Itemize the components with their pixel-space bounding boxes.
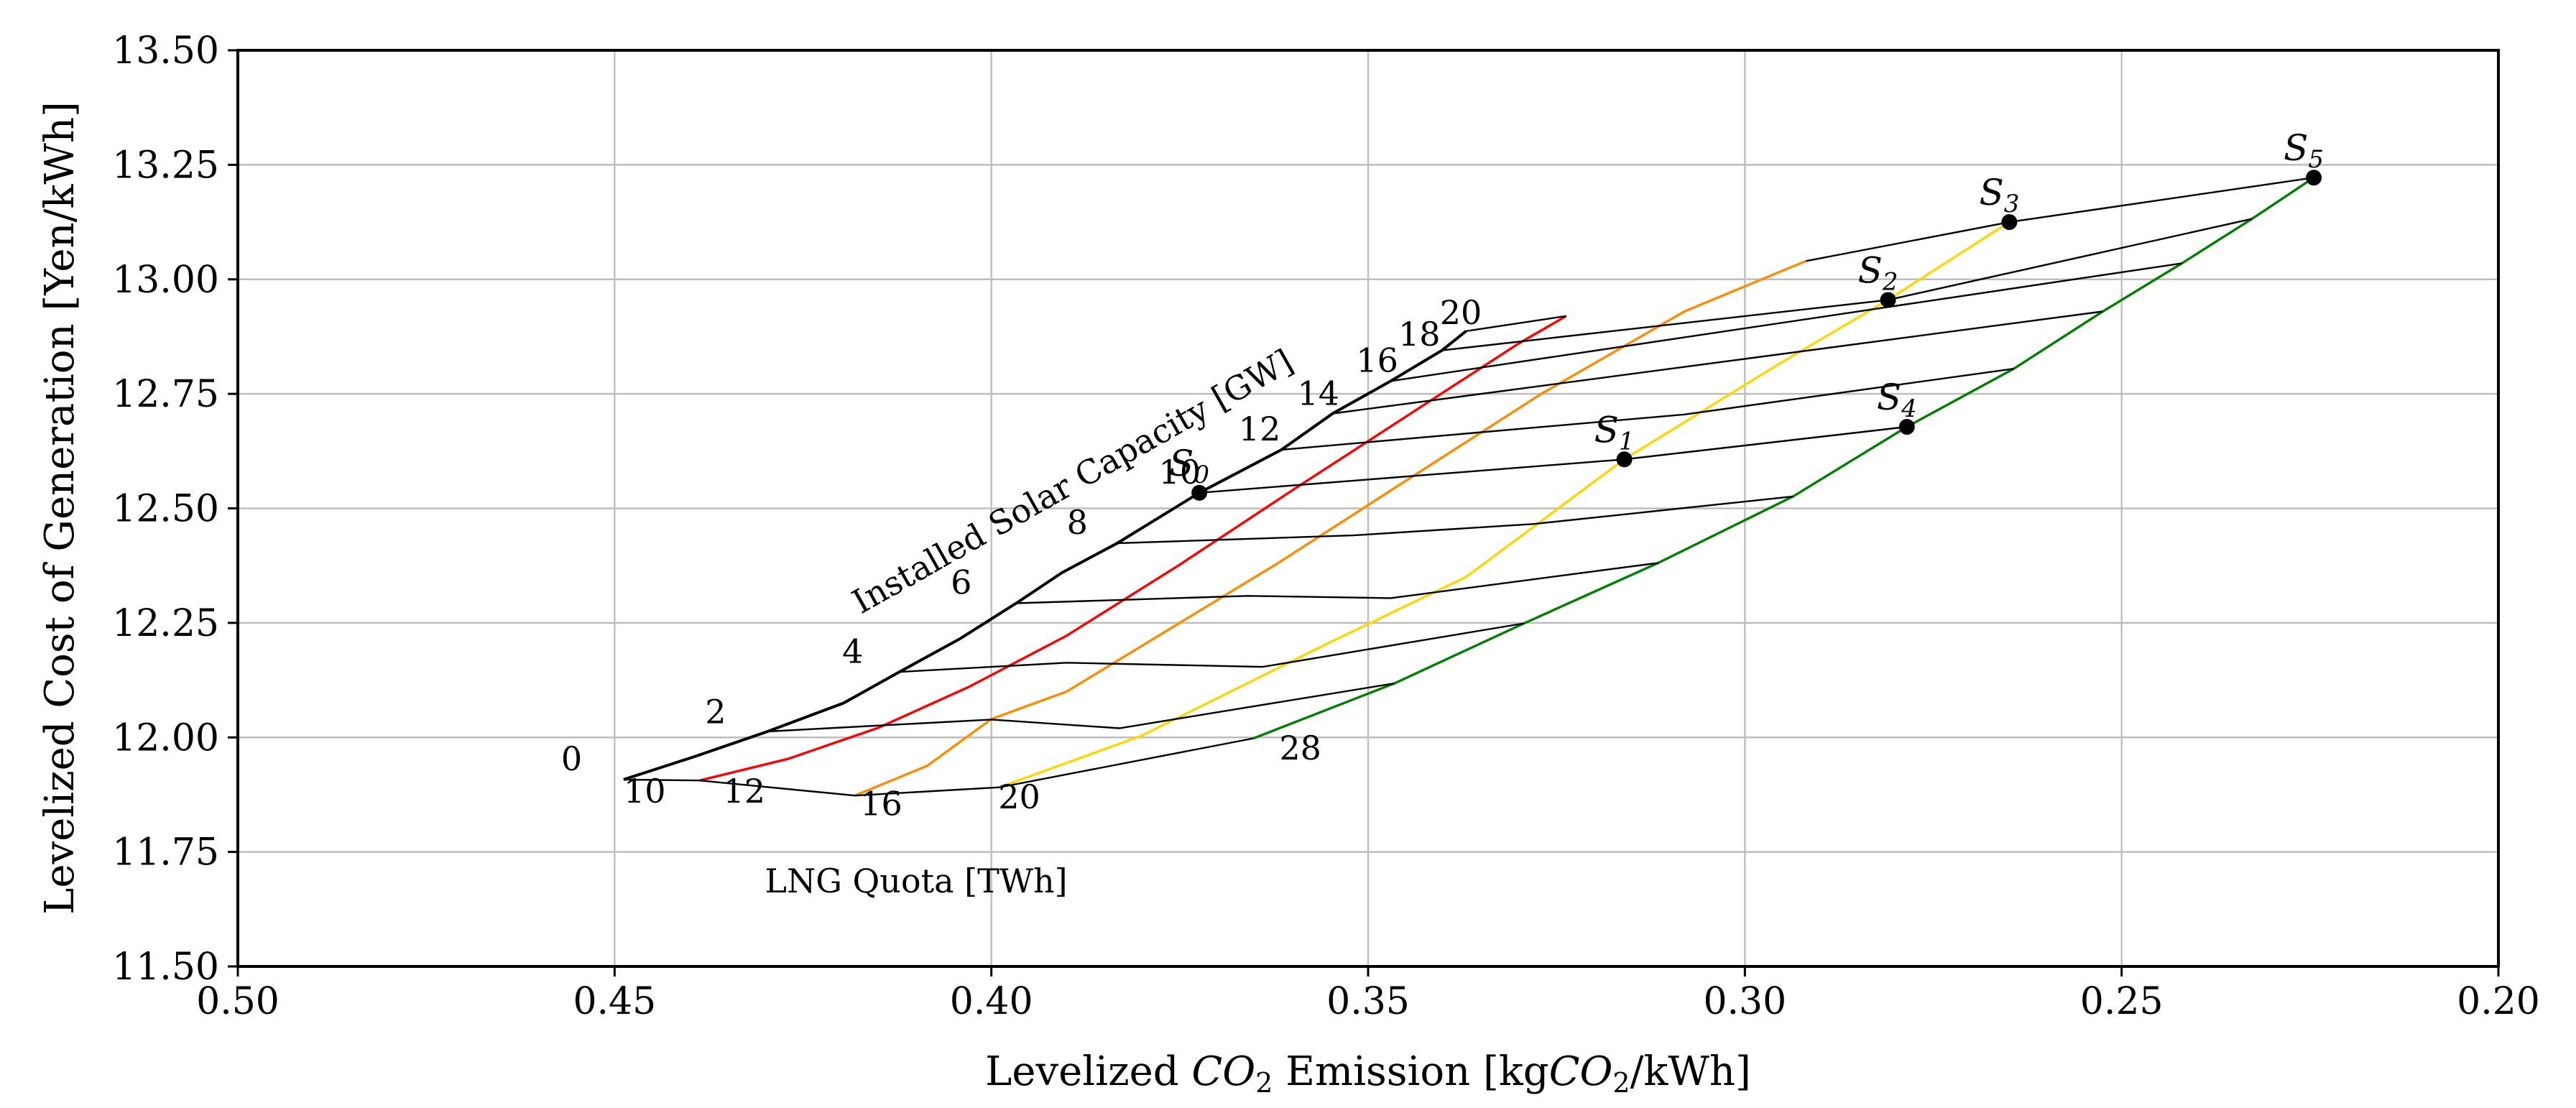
solar-capacity-label: 12 [1239, 410, 1281, 448]
solar-capacity-line-16 [1390, 262, 2182, 382]
x-tick-label: 0.20 [2457, 980, 2540, 1023]
solar-capacity-label: 6 [951, 563, 971, 602]
solar-capacity-line-8 [1117, 495, 1793, 545]
y-axis-label: Levelized Cost of Generation [Yen/kWh] [37, 101, 83, 915]
scenario-point-s3 [2001, 214, 2018, 231]
scenario-point-s2 [1880, 292, 1896, 308]
scenario-point-s1 [1616, 451, 1633, 468]
scenario-point-s4 [1898, 419, 1915, 435]
x-tick-label: 0.40 [950, 980, 1033, 1023]
solar-capacity-axis-label: Installed Solar Capacity [GW] [846, 341, 1299, 621]
lng-quota-label: 12 [723, 772, 765, 811]
solar-capacity-lines [623, 177, 2314, 797]
lng-quota-curve-16 [854, 259, 1806, 797]
lng-quota-label: 16 [860, 785, 902, 823]
solar-capacity-label: 14 [1298, 374, 1340, 412]
y-tick-label: 13.00 [112, 259, 219, 302]
lng-quota-curve-20 [999, 221, 2011, 789]
solar-capacity-label: 16 [1356, 341, 1398, 380]
lng-quota-label: 28 [1279, 729, 1321, 767]
x-tick-label: 0.50 [196, 980, 280, 1023]
solar-capacity-line-0 [623, 737, 1254, 797]
x-tick-label: 0.25 [2080, 980, 2164, 1023]
scenario-point-s0 [1191, 484, 1208, 501]
solar-capacity-label: 4 [842, 632, 863, 670]
x-tick-label: 0.35 [1326, 980, 1410, 1023]
solar-capacity-line-20 [1466, 315, 1566, 332]
x-tick-label: 0.45 [573, 980, 656, 1023]
scenario-point-s5 [2306, 170, 2322, 186]
solar-capacity-label: 18 [1398, 315, 1441, 354]
scenario-label-s2: S2 [1858, 249, 1898, 296]
y-tick-label: 12.75 [112, 373, 219, 416]
y-tick-label: 13.50 [112, 29, 219, 73]
lng-quota-curve-10 [623, 330, 1467, 781]
y-tick-label: 12.00 [112, 716, 219, 760]
y-tick-label: 12.50 [112, 488, 219, 531]
grid-lines [236, 49, 2500, 968]
solar-capacity-line-4 [899, 622, 1525, 673]
solar-capacity-line-14 [1332, 310, 2103, 415]
y-tick-label: 13.25 [112, 144, 219, 187]
solar-capacity-label: 20 [1440, 293, 1482, 332]
scenario-label-s1: S1 [1594, 409, 1635, 456]
solar-capacity-line-18 [1441, 218, 2253, 351]
solar-capacity-line-20b [1806, 177, 2314, 262]
scenario-label-s5: S5 [2284, 127, 2324, 174]
scenario-points: S0 S1 S2 S3 S4 S5 [1169, 127, 2324, 501]
solar-capacity-label: 8 [1067, 503, 1088, 542]
solar-capacity-line-6 [1016, 562, 1658, 604]
scenario-label-s0: S0 [1169, 443, 1209, 489]
solar-capacity-label: 0 [561, 739, 582, 778]
lng-quota-label: 20 [998, 777, 1040, 816]
solar-capacity-label: 2 [705, 692, 726, 731]
lng-quota-axis-label: LNG Quota [TWh] [765, 862, 1067, 900]
y-tick-label: 11.50 [112, 946, 219, 989]
solar-capacity-label: 10 [1159, 453, 1201, 491]
scenario-label-s4: S4 [1877, 377, 1917, 423]
x-tick-label: 0.30 [1703, 980, 1786, 1023]
solar-capacity-line-12 [1281, 367, 2014, 451]
lng-quota-label: 10 [624, 772, 666, 811]
x-axis-label: Levelized CO2 Emission [kgCO2/kWh] [985, 1048, 1751, 1099]
solar-capacity-line-2 [767, 682, 1395, 733]
y-tick-label: 12.25 [112, 602, 219, 645]
axis-ticks: 0.50 0.45 0.40 0.35 0.30 0.25 0.20 11.50 11.75 12… [112, 29, 2540, 1023]
lng-quota-curve-28 [1252, 176, 2315, 740]
lng-quota-curves [623, 176, 2315, 797]
scenario-label-s3: S3 [1979, 172, 2019, 218]
y-tick-label: 11.75 [112, 831, 219, 874]
lng-quota-curve-12 [699, 315, 1567, 782]
